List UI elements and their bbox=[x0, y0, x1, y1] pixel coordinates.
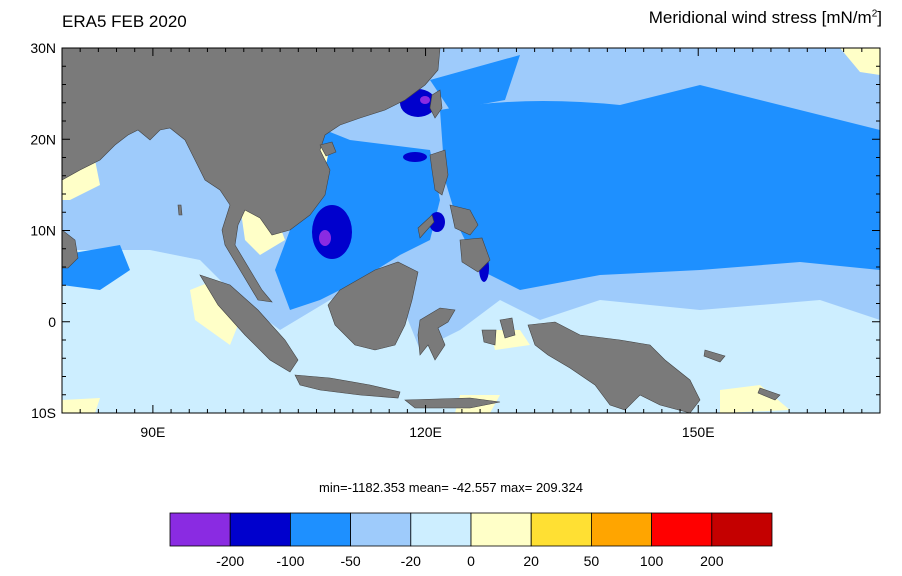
colorbar-swatch bbox=[711, 512, 773, 547]
field-purple-2 bbox=[420, 96, 430, 104]
land-sulawesi bbox=[417, 307, 456, 361]
land-palawan bbox=[417, 214, 435, 239]
colorbar-label: 200 bbox=[700, 553, 724, 569]
land-sumatra bbox=[199, 274, 299, 373]
field-purple-1 bbox=[319, 230, 331, 246]
field-yellow-8 bbox=[490, 330, 530, 350]
lon-tick-label: 120E bbox=[409, 424, 442, 440]
map-title-right: Meridional wind stress [mN/m2] bbox=[648, 8, 882, 27]
land-asia bbox=[62, 48, 441, 303]
stats-line: min=-1182.353 mean= -42.557 max= 209.324 bbox=[319, 480, 583, 495]
land bbox=[62, 48, 781, 413]
lat-tick-label: 20N bbox=[30, 131, 56, 147]
field-bay-blue bbox=[62, 245, 130, 290]
colorbar-swatch bbox=[591, 512, 653, 547]
colorbar-swatch bbox=[229, 512, 291, 547]
field-taiwan-blue bbox=[430, 55, 520, 110]
land-java bbox=[294, 374, 401, 399]
colorbar bbox=[169, 512, 773, 547]
lat-tick-label: 10S bbox=[31, 405, 56, 421]
field-yellow-3 bbox=[190, 280, 240, 345]
field-yellow-5 bbox=[720, 385, 790, 413]
colorbar-swatch bbox=[410, 512, 472, 547]
lat-tick-label: 30N bbox=[30, 40, 56, 56]
lat-tick-label: 0 bbox=[48, 314, 56, 330]
land-borneo bbox=[327, 261, 419, 351]
field-dark-blue-3 bbox=[403, 152, 427, 162]
lon-tick-label: 150E bbox=[682, 424, 715, 440]
colorbar-swatch bbox=[289, 512, 351, 547]
colorbar-swatch bbox=[350, 512, 412, 547]
colorbar-label: -50 bbox=[340, 553, 361, 569]
lat-tick-label: 10N bbox=[30, 223, 56, 239]
land-seram bbox=[481, 329, 497, 346]
land-visayas bbox=[449, 204, 479, 236]
land-solomon bbox=[757, 387, 781, 401]
colorbar-swatch bbox=[169, 512, 231, 547]
land-halmahera bbox=[499, 317, 516, 339]
field-dark-blue-4 bbox=[429, 212, 445, 232]
colorbar-label: -200 bbox=[216, 553, 245, 569]
field-pacific-blue bbox=[440, 85, 880, 290]
colorbar-swatch bbox=[651, 512, 713, 547]
colorbar-label: -20 bbox=[400, 553, 421, 569]
land-taiwan bbox=[429, 89, 443, 119]
map-field bbox=[62, 48, 880, 413]
map-axes: 90E 120E 150E 30N 20N 10N 0 10S bbox=[30, 40, 881, 440]
colorbar-swatch bbox=[530, 512, 592, 547]
land-lesser-sunda bbox=[404, 397, 501, 409]
colorbar-label: 100 bbox=[639, 553, 664, 569]
land-andaman bbox=[177, 204, 183, 216]
land-new-guinea bbox=[527, 321, 701, 413]
colorbar-label: -100 bbox=[276, 553, 305, 569]
colorbar-swatch bbox=[470, 512, 532, 547]
field-yellow-4 bbox=[840, 48, 880, 75]
field-yellow-1 bbox=[62, 160, 100, 200]
land-mindanao bbox=[459, 237, 491, 273]
colorbar-label: 0 bbox=[467, 553, 475, 569]
colorbar-label: 50 bbox=[583, 553, 600, 569]
land-hainan bbox=[319, 141, 337, 157]
land-new-britain bbox=[703, 349, 726, 363]
field-yellow-7 bbox=[62, 398, 100, 413]
colorbar-label: 20 bbox=[523, 553, 539, 569]
field-dark-blue-1 bbox=[312, 205, 352, 259]
lon-tick-label: 90E bbox=[140, 424, 165, 440]
map-title-left: ERA5 FEB 2020 bbox=[62, 12, 187, 31]
land-luzon bbox=[429, 149, 449, 196]
land-sri-lanka bbox=[62, 229, 79, 269]
